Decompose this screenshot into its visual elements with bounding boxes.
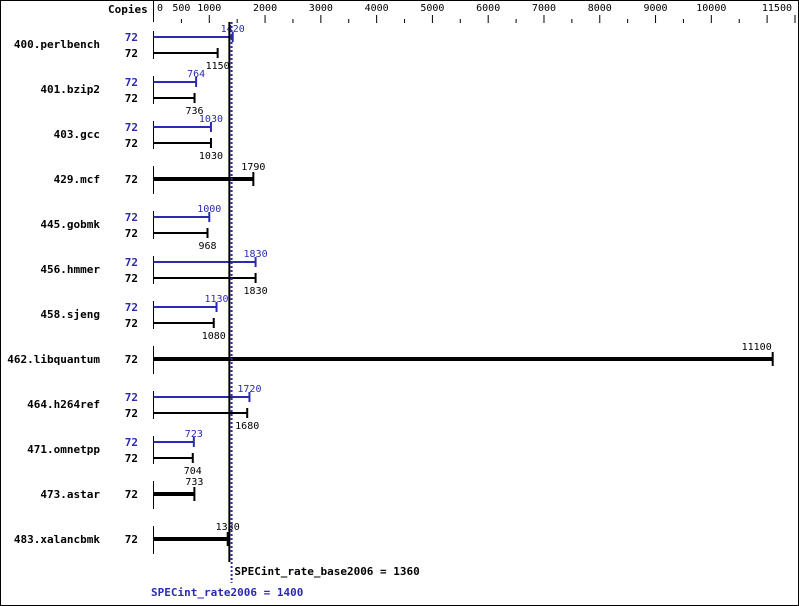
base-copies: 72 (125, 47, 138, 60)
benchmark-label: 429.mcf (54, 173, 100, 186)
tick-label: 6000 (476, 3, 500, 14)
base-copies: 72 (125, 92, 138, 105)
peak-value-label: 1000 (197, 204, 221, 215)
benchmark-label: 403.gcc (54, 128, 100, 141)
tick-label: 2000 (253, 3, 277, 14)
peak-metric-label: SPECint_rate2006 = 1400 (151, 586, 303, 599)
tick-label: 1000 (197, 3, 221, 14)
tick-label: 8000 (588, 3, 612, 14)
base-copies: 72 (125, 317, 138, 330)
peak-value-label: 764 (187, 69, 205, 80)
base-copies: 72 (125, 533, 138, 546)
peak-copies: 72 (125, 436, 138, 449)
base-value-label: 968 (198, 241, 216, 252)
base-value-label: 1030 (199, 151, 223, 162)
benchmark-label: 483.xalancbmk (14, 533, 100, 546)
base-copies: 72 (125, 173, 138, 186)
tick-label: 0 (157, 3, 163, 14)
base-value-label: 733 (185, 477, 203, 488)
tick-label: 11500 (762, 3, 792, 14)
benchmark-label: 400.perlbench (14, 38, 100, 51)
base-value-label: 11100 (742, 342, 772, 353)
tick-label: 7000 (532, 3, 556, 14)
base-copies: 72 (125, 353, 138, 366)
peak-value-label: 1420 (221, 24, 245, 35)
base-value-label: 1790 (241, 162, 265, 173)
base-value-label: 1330 (216, 522, 240, 533)
base-copies: 72 (125, 272, 138, 285)
peak-copies: 72 (125, 256, 138, 269)
base-copies: 72 (125, 137, 138, 150)
benchmark-label: 401.bzip2 (40, 83, 100, 96)
base-value-label: 1150 (206, 61, 230, 72)
base-copies: 72 (125, 488, 138, 501)
base-metric-label: SPECint_rate_base2006 = 1360 (234, 565, 419, 578)
peak-value-label: 1130 (204, 294, 228, 305)
benchmark-label: 458.sjeng (40, 308, 100, 321)
peak-copies: 72 (125, 391, 138, 404)
benchmark-label: 462.libquantum (7, 353, 100, 366)
base-value-label: 1080 (202, 331, 226, 342)
tick-label: 5000 (420, 3, 444, 14)
base-copies: 72 (125, 452, 138, 465)
base-copies: 72 (125, 227, 138, 240)
benchmark-label: 471.omnetpp (27, 443, 100, 456)
base-value-label: 1680 (235, 421, 259, 432)
benchmark-label: 464.h264ref (27, 398, 100, 411)
peak-copies: 72 (125, 31, 138, 44)
base-value-label: 736 (186, 106, 204, 117)
peak-copies: 72 (125, 301, 138, 314)
base-copies: 72 (125, 407, 138, 420)
benchmark-label: 473.astar (40, 488, 100, 501)
base-value-label: 704 (184, 466, 202, 477)
tick-label: 3000 (309, 3, 333, 14)
peak-value-label: 1830 (244, 249, 268, 260)
tick-label: 9000 (643, 3, 667, 14)
peak-copies: 72 (125, 211, 138, 224)
peak-value-label: 1720 (237, 384, 261, 395)
copies-header: Copies (108, 3, 148, 16)
peak-value-label: 723 (185, 429, 203, 440)
tick-label: 500 (172, 3, 190, 14)
peak-copies: 72 (125, 121, 138, 134)
benchmark-label: 456.hmmer (40, 263, 100, 276)
peak-value-label: 1030 (199, 114, 223, 125)
base-value-label: 1830 (244, 286, 268, 297)
benchmark-label: 445.gobmk (40, 218, 100, 231)
tick-label: 4000 (365, 3, 389, 14)
tick-label: 10000 (696, 3, 726, 14)
peak-copies: 72 (125, 76, 138, 89)
